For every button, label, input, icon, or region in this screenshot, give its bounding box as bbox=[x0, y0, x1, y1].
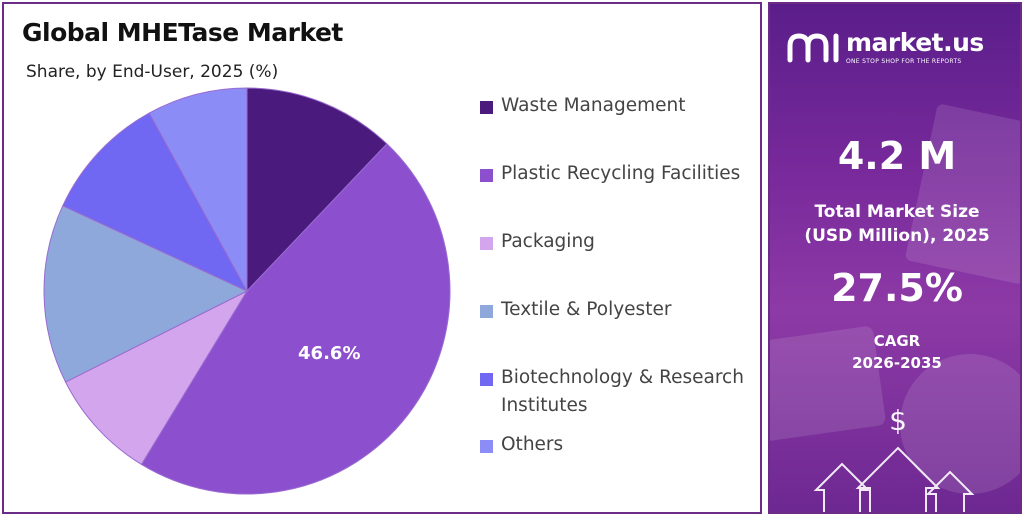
pie-chart: 46.6% bbox=[43, 87, 451, 495]
decorative-graphics: $ bbox=[770, 104, 1020, 512]
pie-slice-plastic-recycling-facilities bbox=[140, 143, 451, 495]
chart-panel: Global MHETase Market Share, by End-User… bbox=[2, 2, 762, 514]
cagr-value: 27.5% bbox=[831, 266, 963, 310]
market-us-logo-icon bbox=[787, 33, 839, 63]
legend-item: Waste Management bbox=[480, 95, 761, 120]
legend-swatch bbox=[480, 373, 493, 386]
market-size-label-line1: Total Market Size bbox=[814, 202, 980, 222]
summary-sidebar: $ market.us ONE STOP SHOP FOR THE REPORT… bbox=[768, 2, 1022, 514]
legend-label: Biotechnology & Research Institutes bbox=[501, 367, 744, 416]
cagr-label: CAGR 2026-2035 bbox=[770, 330, 1020, 374]
legend-item: Others bbox=[480, 434, 761, 459]
legend-swatch bbox=[480, 169, 493, 182]
legend-item: Packaging bbox=[480, 231, 761, 256]
cagr-label-line2: 2026-2035 bbox=[852, 354, 942, 372]
pie-data-label: 46.6% bbox=[298, 343, 360, 364]
brand-name: market.us bbox=[846, 28, 984, 57]
pie-slice-waste-management bbox=[246, 87, 388, 293]
legend-swatch bbox=[480, 237, 493, 250]
cagr-label-line1: CAGR bbox=[873, 332, 921, 350]
legend-label: Packaging bbox=[501, 231, 595, 252]
pie-slice-packaging bbox=[64, 289, 249, 466]
legend-item: Textile & Polyester bbox=[480, 299, 761, 324]
legend-swatch bbox=[480, 101, 493, 114]
arrow-up-icon bbox=[813, 446, 975, 512]
brand-tagline: ONE STOP SHOP FOR THE REPORTS bbox=[846, 58, 962, 65]
pie-slice-biotechnology-research-institutes bbox=[62, 112, 249, 293]
pie-slice-others bbox=[148, 87, 248, 292]
legend-label: Textile & Polyester bbox=[501, 299, 672, 320]
legend-label: Waste Management bbox=[501, 95, 686, 116]
dollar-icon: $ bbox=[889, 404, 907, 437]
svg-text:$: $ bbox=[889, 404, 907, 437]
market-size-label: Total Market Size (USD Million), 2025 bbox=[770, 200, 1020, 248]
legend-item: Biotechnology & Research Institutes bbox=[480, 367, 761, 420]
legend-label: Plastic Recycling Facilities bbox=[501, 163, 741, 184]
legend-swatch bbox=[480, 440, 493, 453]
legend-swatch bbox=[480, 305, 493, 318]
brand-logo[interactable]: market.us ONE STOP SHOP FOR THE REPORTS bbox=[786, 28, 1008, 68]
pie-slice-textile-polyester bbox=[43, 205, 249, 383]
legend-item: Plastic Recycling Facilities bbox=[480, 163, 761, 188]
market-size-label-line2: (USD Million), 2025 bbox=[804, 226, 990, 246]
chart-subtitle: Share, by End-User, 2025 (%) bbox=[26, 62, 279, 82]
market-size-value: 4.2 M bbox=[837, 134, 957, 178]
chart-title: Global MHETase Market bbox=[22, 18, 343, 47]
legend-label: Others bbox=[501, 434, 564, 455]
background-shapes bbox=[770, 104, 1020, 494]
